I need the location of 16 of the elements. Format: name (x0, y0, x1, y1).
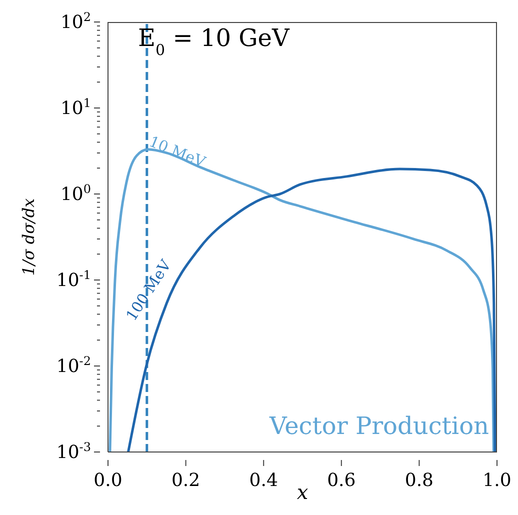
annotation: Vector Production (269, 412, 489, 440)
x-axis-title: x (296, 480, 308, 504)
y-tick-label: 10$^{-3}$ (56, 440, 91, 463)
x-tick-label: 1.0 (482, 470, 512, 491)
x-tick-label: 0.6 (327, 470, 356, 491)
x-tick-label: 0.0 (94, 470, 122, 491)
x-tick-label: 0.2 (171, 470, 200, 491)
y-tick-label: 10$^{-2}$ (56, 354, 91, 377)
y-tick-label: 10$^{2}$ (60, 10, 91, 33)
x-tick-label: 0.8 (404, 470, 434, 491)
y-tick-label: 10$^{-1}$ (56, 268, 91, 291)
annotation: E$_{0}$ = 10 GeV (138, 24, 290, 59)
x-tick-label: 0.4 (249, 470, 278, 491)
y-tick-label: 10$^{0}$ (60, 182, 91, 205)
y-axis-title: 1/σ dσ/dx (19, 198, 38, 276)
y-tick-label: 10$^{1}$ (60, 96, 91, 119)
